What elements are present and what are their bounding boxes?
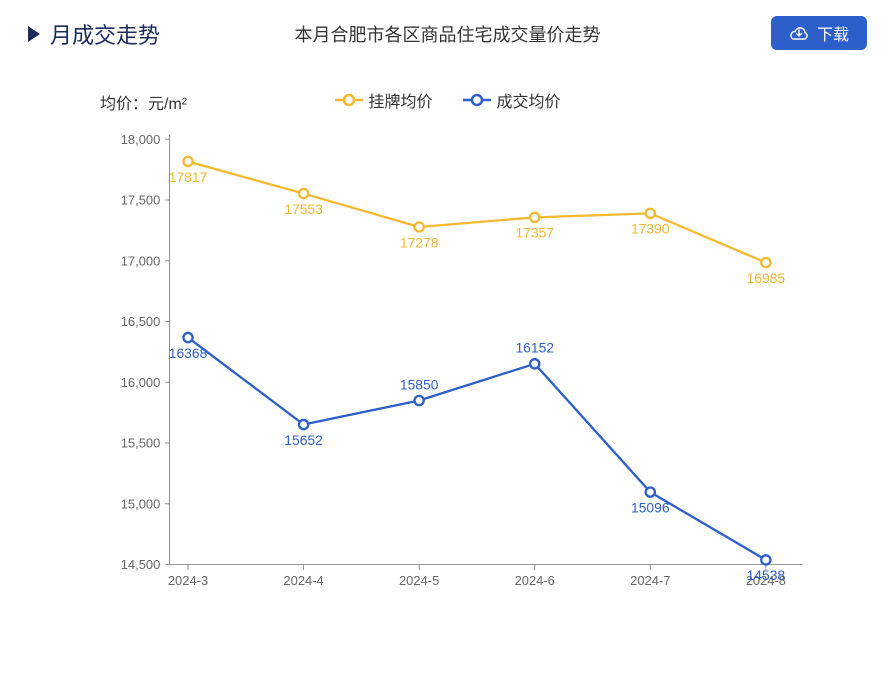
svg-text:2024-3: 2024-3 [168,573,208,588]
section-title: 月成交走势 [50,18,160,50]
svg-text:14,500: 14,500 [121,557,161,572]
svg-text:16,500: 16,500 [121,314,161,329]
svg-text:17553: 17553 [284,201,323,217]
chart-container: 月成交走势 本月合肥市各区商品住宅成交量价走势 下载 均价：元/m² 挂牌均价 [0,0,895,674]
chart-area: 均价：元/m² 挂牌均价 成交均价 14,500 15,000 15,500 16,0… [0,70,895,674]
svg-text:17,000: 17,000 [121,253,161,268]
svg-text:2024-5: 2024-5 [399,573,439,588]
svg-text:17278: 17278 [400,234,439,250]
svg-text:17357: 17357 [515,225,554,241]
legend: 挂牌均价 成交均价 [334,88,560,112]
svg-text:14538: 14538 [747,567,786,583]
plot: 14,500 15,000 15,500 16,000 16,500 17,000 17,5… [95,130,845,620]
svg-text:15,000: 15,000 [121,496,161,511]
svg-text:16985: 16985 [747,270,786,286]
legend-swatch-listing [334,93,362,107]
svg-text:17390: 17390 [631,221,670,237]
svg-text:18,000: 18,000 [121,132,161,147]
legend-label-deal: 成交均价 [497,88,561,112]
y-axis-title: 均价：元/m² [100,90,187,114]
download-button[interactable]: 下载 [771,16,867,50]
svg-text:2024-4: 2024-4 [283,573,323,588]
svg-text:17817: 17817 [169,169,208,185]
svg-text:17,500: 17,500 [121,193,161,208]
legend-item-deal[interactable]: 成交均价 [463,88,561,112]
svg-text:16152: 16152 [515,340,554,356]
legend-label-listing: 挂牌均价 [368,88,432,112]
subtitle: 本月合肥市各区商品住宅成交量价走势 [295,21,601,47]
svg-text:15850: 15850 [400,376,439,392]
legend-item-listing[interactable]: 挂牌均价 [334,88,432,112]
download-label: 下载 [817,21,849,45]
svg-text:15096: 15096 [631,499,670,515]
svg-text:16,000: 16,000 [121,375,161,390]
svg-text:15,500: 15,500 [121,436,161,451]
legend-swatch-deal [463,93,491,107]
play-icon [28,26,40,42]
svg-text:16368: 16368 [169,345,208,361]
header: 月成交走势 本月合肥市各区商品住宅成交量价走势 下载 [0,0,895,50]
svg-text:2024-7: 2024-7 [630,573,670,588]
cloud-download-icon [789,25,809,41]
svg-text:15652: 15652 [284,432,323,448]
svg-text:2024-6: 2024-6 [515,573,555,588]
